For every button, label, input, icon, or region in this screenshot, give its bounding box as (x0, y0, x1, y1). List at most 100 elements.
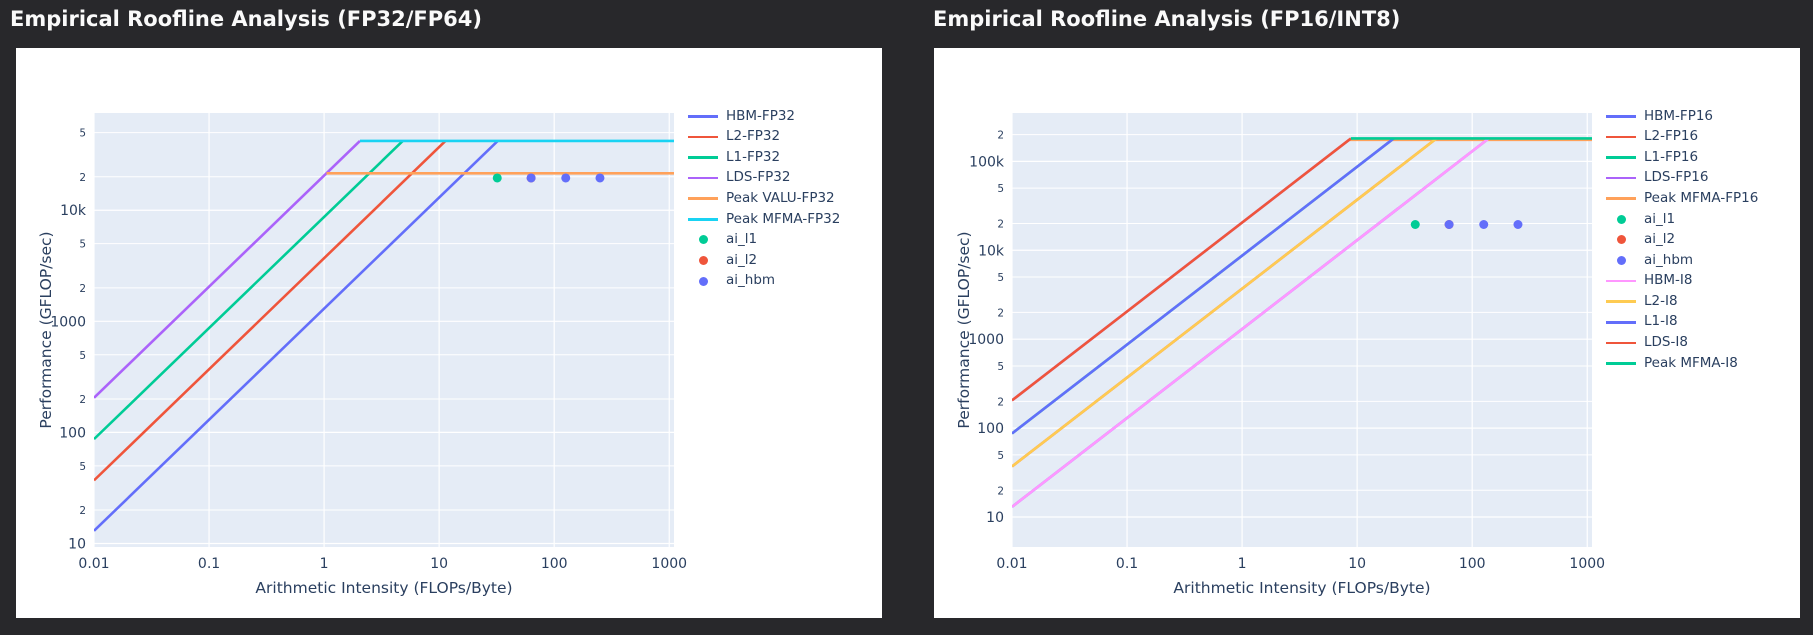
legend-item-ai_l1[interactable]: ai_l1 (1606, 209, 1758, 230)
y-tick-label: 2 (79, 394, 86, 406)
x-tick-label: 10 (1348, 556, 1366, 572)
legend-line-icon (1606, 115, 1636, 118)
y-tick-label: 5 (79, 350, 86, 362)
legend-label: L2-I8 (1644, 295, 1678, 309)
legend-item-HBM-I8[interactable]: HBM-I8 (1606, 271, 1758, 292)
legend-label: L1-FP32 (726, 151, 780, 165)
legend-item-LDS-FP16[interactable]: LDS-FP16 (1606, 168, 1758, 189)
legend-item-ai_l2[interactable]: ai_l2 (688, 250, 840, 271)
legend-item-L2-FP16[interactable]: L2-FP16 (1606, 127, 1758, 148)
legend-line-icon (1606, 177, 1636, 180)
y-tick-label: 100 (977, 421, 1004, 437)
y-tick-label: 2 (79, 505, 86, 517)
legend-line-icon (688, 197, 718, 200)
y-tick-label: 5 (997, 361, 1004, 373)
x-tick-label: 1 (320, 556, 329, 572)
legend-dot-icon (1606, 235, 1636, 244)
legend-item-LDS-FP32[interactable]: LDS-FP32 (688, 168, 840, 189)
y-tick-label: 2 (997, 219, 1004, 231)
legend-line-icon (688, 177, 718, 180)
legend-line-icon (1606, 362, 1636, 365)
legend-item-ai_hbm[interactable]: ai_hbm (688, 271, 840, 292)
legend-line-icon (688, 218, 718, 221)
legend-label: L1-FP16 (1644, 151, 1698, 165)
y-axis-title: Performance (GFLOP/sec) (955, 231, 973, 428)
legend-label: Peak VALU-FP32 (726, 192, 835, 206)
legend-fp32: HBM-FP32 L2-FP32 L1-FP32 LDS-FP32 Peak VALU-… (688, 106, 840, 291)
legend-label: Peak MFMA-FP32 (726, 213, 840, 227)
y-tick-label: 10k (60, 203, 87, 219)
legend-item-ai_l2[interactable]: ai_l2 (1606, 230, 1758, 251)
legend-item-L1-FP32[interactable]: L1-FP32 (688, 147, 840, 168)
y-axis-title: Performance (GFLOP/sec) (37, 231, 55, 428)
y-tick-label: 100 (59, 425, 86, 441)
point-ai_hbm (1445, 220, 1454, 229)
point-ai_hbm (1513, 220, 1522, 229)
x-axis-title: Arithmetic Intensity (FLOPs/Byte) (255, 579, 512, 597)
legend-label: Peak MFMA-FP16 (1644, 192, 1758, 206)
legend-line-icon (688, 115, 718, 118)
legend-line-icon (1606, 280, 1636, 283)
legend-item-Peak MFMA-I8[interactable]: Peak MFMA-I8 (1606, 353, 1758, 374)
legend-line-icon (1606, 197, 1636, 200)
roofline-chart-fp16-int8: 0.010.1110100100010251002510002510k25100… (934, 48, 1800, 618)
legend-label: LDS-I8 (1644, 336, 1688, 350)
legend-label: ai_l1 (726, 233, 757, 247)
x-tick-label: 0.01 (996, 556, 1027, 572)
legend-line-icon (688, 156, 718, 159)
point-ai_hbm (561, 173, 570, 182)
legend-label: ai_l2 (726, 254, 757, 268)
legend-item-HBM-FP32[interactable]: HBM-FP32 (688, 106, 840, 127)
legend-label: HBM-FP16 (1644, 110, 1713, 124)
x-axis-title: Arithmetic Intensity (FLOPs/Byte) (1173, 579, 1430, 597)
y-tick-label: 10 (986, 510, 1004, 526)
legend-line-icon (1606, 321, 1636, 324)
legend-item-L1-FP16[interactable]: L1-FP16 (1606, 147, 1758, 168)
y-tick-label: 5 (79, 239, 86, 251)
chart-title-fp32: Empirical Roofline Analysis (FP32/FP64) (10, 7, 482, 31)
legend-item-ai_l1[interactable]: ai_l1 (688, 230, 840, 251)
legend-label: HBM-I8 (1644, 274, 1693, 288)
legend-item-ai_hbm[interactable]: ai_hbm (1606, 250, 1758, 271)
legend-dot-icon (688, 256, 718, 265)
y-tick-label: 5 (997, 272, 1004, 284)
legend-line-icon (1606, 342, 1636, 345)
x-tick-label: 0.01 (78, 556, 109, 572)
x-tick-label: 0.1 (1116, 556, 1138, 572)
x-tick-label: 100 (541, 556, 568, 572)
legend-label: HBM-FP32 (726, 110, 795, 124)
legend-label: L2-FP16 (1644, 130, 1698, 144)
point-ai_l1 (1411, 220, 1420, 229)
legend-item-HBM-FP16[interactable]: HBM-FP16 (1606, 106, 1758, 127)
x-tick-label: 100 (1459, 556, 1486, 572)
point-ai_hbm (1479, 220, 1488, 229)
legend-item-L1-I8[interactable]: L1-I8 (1606, 312, 1758, 333)
y-tick-label: 2 (997, 396, 1004, 408)
legend-item-L2-I8[interactable]: L2-I8 (1606, 291, 1758, 312)
y-tick-label: 10 (68, 536, 86, 552)
x-tick-label: 1 (1238, 556, 1247, 572)
legend-item-Peak MFMA-FP16[interactable]: Peak MFMA-FP16 (1606, 188, 1758, 209)
y-tick-label: 5 (79, 461, 86, 473)
legend-label: L2-FP32 (726, 130, 780, 144)
x-tick-label: 0.1 (198, 556, 220, 572)
x-tick-label: 1000 (1569, 556, 1605, 572)
legend-item-Peak VALU-FP32[interactable]: Peak VALU-FP32 (688, 188, 840, 209)
y-tick-label: 2 (997, 307, 1004, 319)
plot-background (1012, 113, 1592, 547)
legend-line-icon (688, 136, 718, 139)
roofline-chart-fp32: 0.010.1110100100010251002510002510k25 Ar… (16, 48, 882, 618)
legend-item-L2-FP32[interactable]: L2-FP32 (688, 127, 840, 148)
y-tick-label: 2 (997, 130, 1004, 142)
legend-fp16-int8: HBM-FP16 L2-FP16 L1-FP16 LDS-FP16 Peak MFMA-… (1606, 106, 1758, 374)
chart-title-fp16-int8: Empirical Roofline Analysis (FP16/INT8) (933, 7, 1400, 31)
legend-line-icon (1606, 156, 1636, 159)
x-tick-label: 1000 (651, 556, 687, 572)
plot-background (94, 113, 674, 547)
y-tick-label: 100k (969, 154, 1005, 170)
legend-label: ai_hbm (1644, 254, 1693, 268)
x-tick-label: 10 (430, 556, 448, 572)
y-tick-label: 1000 (50, 314, 86, 330)
legend-item-Peak MFMA-FP32[interactable]: Peak MFMA-FP32 (688, 209, 840, 230)
legend-item-LDS-I8[interactable]: LDS-I8 (1606, 333, 1758, 354)
